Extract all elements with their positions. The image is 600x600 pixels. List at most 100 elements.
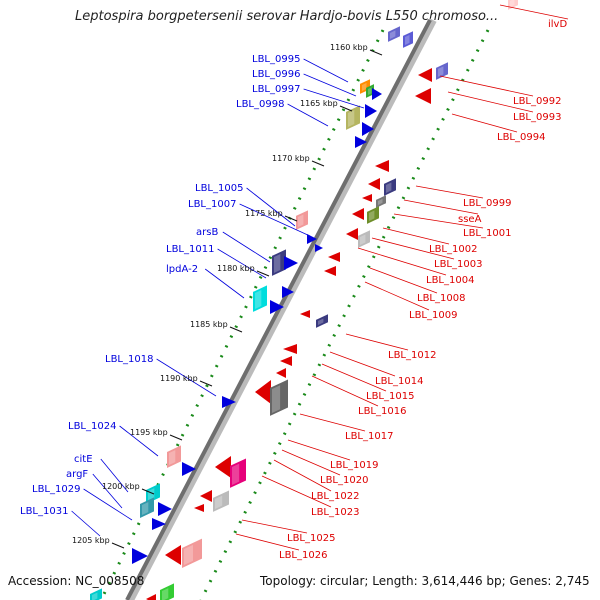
scale-label: 1175 kbp [245, 209, 283, 218]
gene-block [167, 445, 181, 468]
left-leader-line [303, 88, 365, 109]
gene-block-body [270, 379, 288, 416]
right-gene-label: LBL_1023 [311, 507, 359, 518]
gene-arrow [282, 286, 294, 298]
right-leader-line [281, 449, 341, 476]
right-leader-line [345, 333, 409, 351]
gene-block [230, 458, 246, 488]
right-leader-line [299, 413, 366, 432]
left-gene-label: LBL_1024 [68, 421, 116, 432]
left-gene-label: LBL_1018 [105, 354, 153, 365]
right-gene-label: LBL_1001 [463, 228, 511, 239]
right-gene-label: LBL_1026 [279, 550, 327, 561]
gene-block-shine [142, 502, 149, 516]
gene-block-body [167, 445, 181, 468]
gene-block-shine [362, 82, 367, 91]
right-leader-line [415, 185, 484, 199]
right-leader-line [321, 363, 387, 392]
right-leader-line [273, 459, 332, 492]
gene-arrow [146, 594, 156, 600]
right-leader-line [382, 227, 450, 245]
gene-block-body [384, 178, 396, 196]
gene-block-shine [318, 318, 324, 325]
left-gene-label: LBL_1031 [20, 506, 68, 517]
gene-block-body [230, 458, 246, 488]
backbone [125, 19, 432, 600]
right-leader-line [499, 4, 569, 20]
gene-block-shine [162, 588, 169, 600]
gene-block-shine [232, 463, 240, 485]
gene-arrow [324, 266, 336, 276]
scale-tick [111, 542, 125, 549]
left-leader-line [92, 473, 123, 509]
gene-arrow [270, 300, 284, 314]
left-leader-line [287, 103, 329, 127]
gene-block-shine [438, 66, 444, 77]
gene-block-body [367, 206, 379, 224]
gene-arrow [215, 456, 231, 478]
left-gene-label: argF [66, 469, 88, 480]
right-gene-label: LBL_1008 [417, 293, 465, 304]
gene-block-body [436, 62, 448, 80]
gene-block-body [272, 249, 286, 276]
gene-block [160, 583, 174, 600]
right-leader-line [329, 351, 396, 377]
accession-text: Accession: NC_008508 [8, 574, 145, 588]
gene-block-body [508, 0, 518, 10]
right-leader-line [403, 199, 479, 215]
gene-block [388, 26, 400, 42]
gene-block-shine [148, 488, 155, 502]
gene-block-body [388, 26, 400, 42]
gene-arrow [352, 208, 364, 220]
gene-block [376, 195, 386, 208]
gene-arrow [300, 310, 310, 318]
left-gene-label: LBL_0997 [252, 84, 300, 95]
right-gene-label: ilvD [548, 19, 567, 30]
right-gene-label: sseA [458, 214, 482, 225]
right-gene-label: LBL_1004 [426, 275, 474, 286]
left-gene-label: LBL_1011 [166, 244, 214, 255]
right-track [199, 29, 490, 600]
scale-label: 1205 kbp [72, 536, 110, 545]
left-leader-line [222, 231, 271, 263]
left-leader-line [239, 203, 311, 237]
scale-label: 1195 kbp [130, 428, 168, 437]
left-gene-label: LBL_0998 [236, 99, 284, 110]
gene-block-shine [386, 182, 392, 193]
gene-block-shine [255, 290, 262, 309]
gene-block-shine [390, 30, 396, 39]
right-gene-label: LBL_1012 [388, 350, 436, 361]
right-gene-label: LBL_1019 [330, 460, 378, 471]
map-title: Leptospira borgpetersenii serovar Hardjo… [75, 9, 499, 24]
right-leader-line [241, 519, 308, 534]
right-leader-line [393, 213, 484, 229]
gene-block-body [213, 490, 229, 512]
scale-tick [339, 105, 353, 112]
right-gene-label: LBL_1009 [409, 310, 457, 321]
gene-block-shine [92, 592, 98, 600]
gene-block [272, 249, 286, 276]
scale-label: 1170 kbp [272, 154, 310, 163]
gene-block-body [358, 230, 370, 248]
gene-arrow [418, 68, 432, 82]
scale-label: 1190 kbp [160, 374, 198, 383]
gene-arrow [362, 194, 372, 202]
gene-block [508, 0, 518, 10]
gene-arrow [346, 228, 358, 240]
gene-arrow [132, 548, 148, 564]
right-gene-label: LBL_1014 [375, 376, 423, 387]
left-leader-line [303, 58, 349, 83]
left-leader-line [204, 268, 245, 299]
scale-label: 1180 kbp [217, 264, 255, 273]
gene-block-body [160, 583, 174, 600]
gene-arrow [315, 244, 323, 252]
left-gene-label: LBL_1005 [195, 183, 243, 194]
gene-block [90, 588, 102, 600]
right-leader-line [447, 91, 534, 113]
right-leader-line [364, 281, 430, 311]
left-gene-label: LBL_0995 [252, 54, 300, 65]
scale-tick [311, 160, 325, 167]
gene-block-shine [405, 34, 410, 45]
gene-block-body [346, 105, 360, 130]
gene-arrow [182, 462, 196, 476]
